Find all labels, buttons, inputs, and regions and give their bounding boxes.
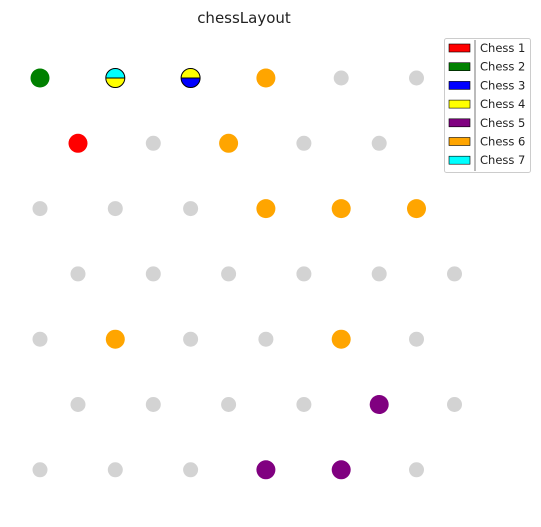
chess-piece[interactable] <box>407 199 426 219</box>
empty-cell[interactable] <box>258 331 274 347</box>
empty-cell[interactable] <box>447 397 462 412</box>
empty-cell[interactable] <box>183 462 199 478</box>
board-title: chessLayout <box>197 9 291 27</box>
empty-cell[interactable] <box>70 397 86 412</box>
legend-swatch <box>448 118 471 128</box>
legend-label: Chess 3 <box>480 78 525 92</box>
empty-cell[interactable] <box>32 331 48 347</box>
chess-piece[interactable] <box>30 68 50 88</box>
legend-label: Chess 5 <box>480 116 525 130</box>
empty-cell[interactable] <box>221 397 237 412</box>
empty-cell[interactable] <box>296 266 312 282</box>
empty-cell[interactable] <box>371 135 387 151</box>
legend-item: Chess 3 <box>448 78 525 92</box>
legend-label: Chess 4 <box>480 97 525 111</box>
legend-swatch <box>448 62 471 72</box>
piece-bottom-half <box>181 78 201 88</box>
empty-cell[interactable] <box>409 70 424 86</box>
chess-piece[interactable] <box>256 460 276 480</box>
chess-piece[interactable] <box>256 68 276 88</box>
chess-piece[interactable] <box>105 329 125 349</box>
empty-cell[interactable] <box>333 70 349 86</box>
legend-item: Chess 2 <box>448 60 525 74</box>
chess-piece[interactable] <box>256 199 276 219</box>
piece-bottom-half <box>105 78 125 88</box>
legend-swatch <box>448 99 471 109</box>
empty-cell[interactable] <box>447 266 462 282</box>
empty-cell[interactable] <box>107 462 123 478</box>
empty-cell[interactable] <box>183 331 199 347</box>
legend-label: Chess 6 <box>480 135 525 149</box>
legend-swatch <box>448 81 471 90</box>
empty-cell[interactable] <box>145 397 161 412</box>
board-cells <box>30 68 462 480</box>
legend-item: Chess 1 <box>448 41 525 55</box>
empty-cell[interactable] <box>145 266 161 282</box>
legend-item: Chess 4 <box>448 97 525 111</box>
legend-swatch <box>448 43 471 53</box>
empty-cell[interactable] <box>221 266 237 282</box>
empty-cell[interactable] <box>32 462 48 478</box>
legend-item: Chess 7 <box>448 153 525 167</box>
empty-cell[interactable] <box>296 397 312 412</box>
stacked-chess-piece[interactable] <box>180 68 201 88</box>
empty-cell[interactable] <box>409 462 424 478</box>
chess-piece[interactable] <box>331 199 351 219</box>
legend-label: Chess 2 <box>480 60 525 74</box>
legend-item: Chess 6 <box>448 135 525 149</box>
chess-piece[interactable] <box>68 133 88 153</box>
empty-cell[interactable] <box>70 266 86 282</box>
chess-piece[interactable] <box>369 395 389 414</box>
legend: Chess 1 Chess 2 Chess 3 Chess 4 Chess 5 Chess… <box>444 38 531 173</box>
empty-cell[interactable] <box>183 201 199 217</box>
empty-cell[interactable] <box>32 201 48 217</box>
empty-cell[interactable] <box>145 135 161 151</box>
chess-piece[interactable] <box>219 133 239 153</box>
legend-label: Chess 7 <box>480 153 525 167</box>
legend-item: Chess 5 <box>448 116 525 130</box>
empty-cell[interactable] <box>107 201 123 217</box>
empty-cell[interactable] <box>409 331 424 347</box>
piece-top-half <box>105 68 125 78</box>
empty-cell[interactable] <box>296 135 312 151</box>
empty-cell[interactable] <box>371 266 387 282</box>
chess-piece[interactable] <box>331 460 351 480</box>
piece-top-half <box>181 68 201 78</box>
legend-swatch <box>448 137 471 146</box>
legend-label: Chess 1 <box>480 41 525 55</box>
legend-swatch <box>448 155 471 165</box>
chess-piece[interactable] <box>331 329 351 349</box>
stacked-chess-piece[interactable] <box>105 68 126 88</box>
